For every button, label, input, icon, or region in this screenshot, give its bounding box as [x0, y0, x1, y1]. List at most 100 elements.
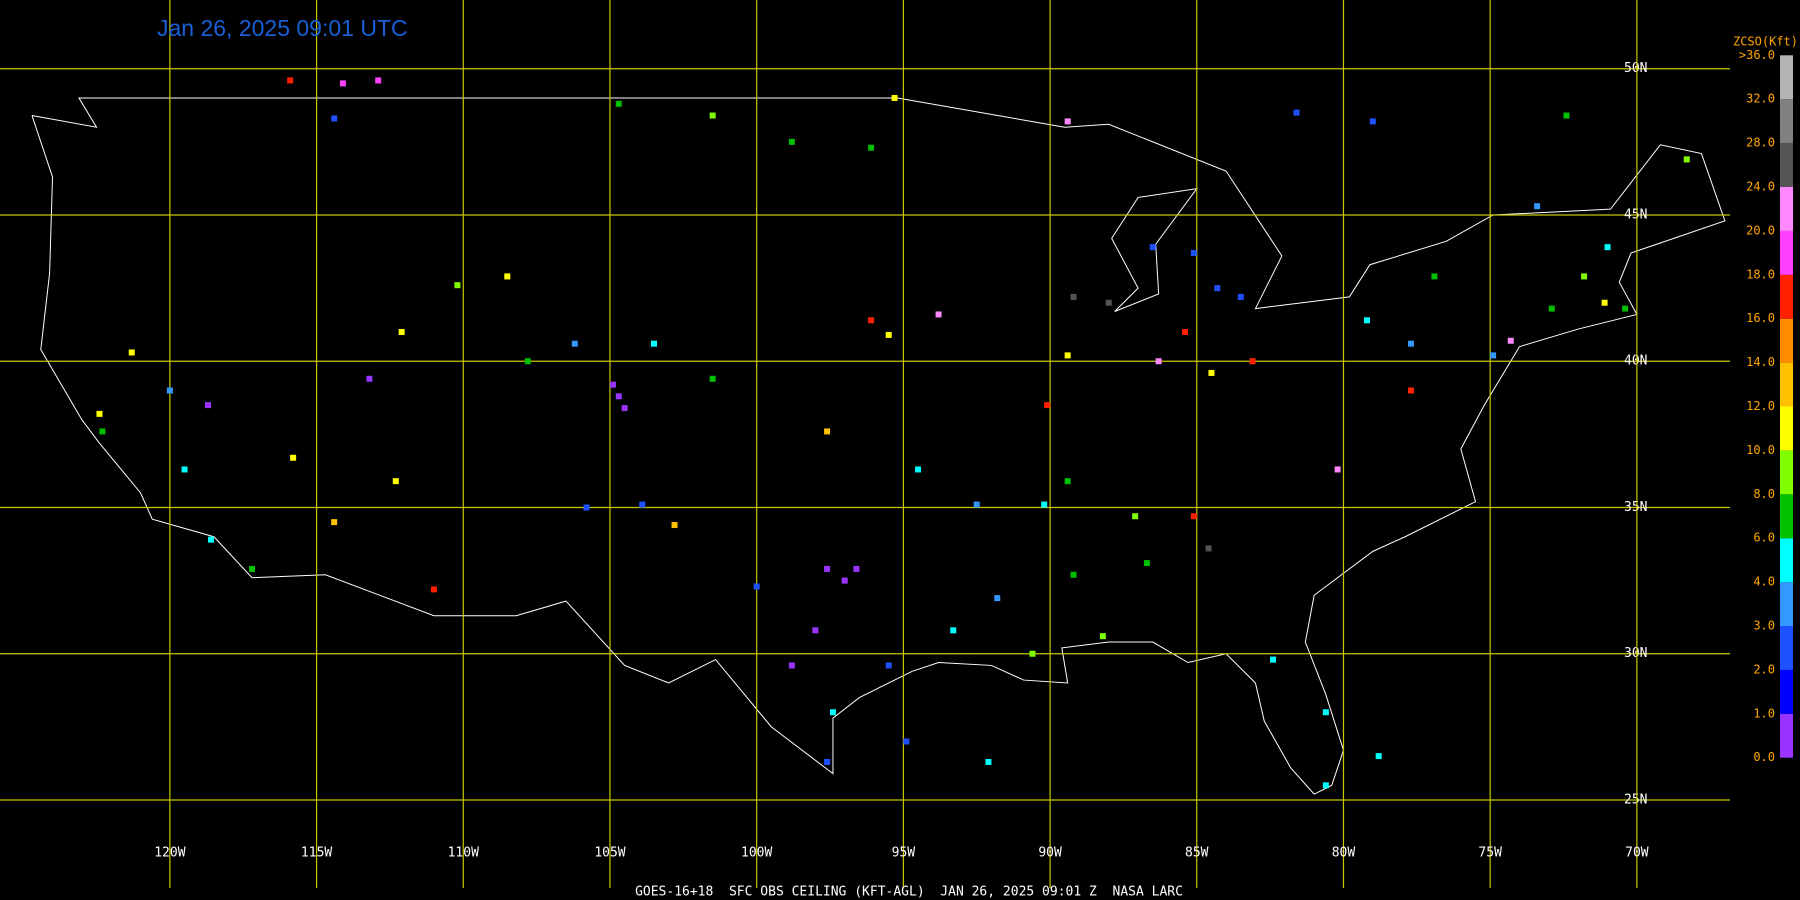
station-obs: [1064, 478, 1071, 485]
station-obs: [1604, 244, 1611, 251]
legend-label: 16.0: [1746, 311, 1775, 325]
legend-label: 24.0: [1746, 180, 1775, 194]
station-obs: [1105, 299, 1112, 306]
station-obs: [1205, 545, 1212, 552]
station-obs: [1214, 285, 1221, 292]
station-obs: [903, 738, 910, 745]
legend-label: 1.0: [1753, 706, 1775, 720]
station-obs: [1683, 156, 1690, 163]
legend-label: 3.0: [1753, 619, 1775, 633]
legend-swatch: [1780, 626, 1793, 670]
station-obs: [1099, 633, 1106, 640]
station-obs: [1182, 328, 1189, 335]
station-obs: [1322, 782, 1329, 789]
station-obs: [181, 466, 188, 473]
station-obs: [1322, 709, 1329, 716]
station-obs: [1208, 369, 1215, 376]
station-obs: [1507, 337, 1514, 344]
station-obs: [615, 393, 622, 400]
station-obs: [841, 577, 848, 584]
station-obs: [1143, 560, 1150, 567]
station-obs: [205, 402, 212, 409]
station-obs: [1431, 273, 1438, 280]
station-obs: [824, 428, 831, 435]
latitude-label: 25N: [1624, 792, 1647, 807]
legend-label: 8.0: [1753, 487, 1775, 501]
station-obs: [504, 273, 511, 280]
longitude-label: 90W: [1038, 846, 1062, 861]
station-obs: [1293, 109, 1300, 116]
legend-label: 28.0: [1746, 136, 1775, 150]
station-obs: [1334, 466, 1341, 473]
footer-caption: GOES-16+18 SFC OBS CEILING (KFT-AGL) JAN…: [635, 885, 1183, 900]
legend-label: 20.0: [1746, 223, 1775, 237]
legend-label: 32.0: [1746, 92, 1775, 106]
station-obs: [609, 381, 616, 388]
legend: ZCSO(Kft) 0.0 1.0 2.0 3.0 4.0 6.0 8.0 10.0 12.0 14…: [1733, 35, 1798, 765]
station-obs: [1070, 293, 1077, 300]
station-obs: [1070, 571, 1077, 578]
station-obs: [1132, 513, 1139, 520]
station-obs: [788, 662, 795, 669]
station-obs: [207, 536, 214, 543]
station-obs: [454, 282, 461, 289]
graticule: 50N 45N 40N 35N 30N 25N 120W 115W 110W 105W 100W 95…: [0, 0, 1730, 888]
station-obs: [709, 112, 716, 119]
station-obs: [1237, 293, 1244, 300]
longitude-label: 95W: [892, 846, 916, 861]
longitude-label: 85W: [1185, 846, 1209, 861]
station-obs: [331, 115, 338, 122]
map-title: Jan 26, 2025 09:01 UTC: [157, 15, 408, 41]
longitude-label: 115W: [301, 846, 332, 861]
station-obs: [1190, 250, 1197, 257]
legend-swatch: [1780, 143, 1793, 187]
station-obs: [1363, 317, 1370, 324]
station-obs: [994, 595, 1001, 602]
station-obs: [96, 410, 103, 417]
station-obs: [671, 522, 678, 529]
longitude-label: 70W: [1625, 846, 1649, 861]
legend-swatch: [1780, 538, 1793, 583]
station-obs: [824, 565, 831, 572]
station-obs: [1369, 118, 1376, 125]
station-obs: [128, 349, 135, 356]
station-obs: [1041, 501, 1048, 508]
station-obs: [392, 478, 399, 485]
station-obs: [1622, 305, 1629, 312]
station-obs: [366, 375, 373, 382]
legend-swatch: [1780, 274, 1793, 319]
legend-label: 12.0: [1746, 399, 1775, 413]
longitude-label: 105W: [594, 846, 625, 861]
station-obs: [524, 358, 531, 365]
station-obs: [331, 519, 338, 526]
station-obs: [1563, 112, 1570, 119]
legend-swatch: [1780, 494, 1793, 539]
station-obs: [1149, 244, 1156, 251]
station-obs: [1490, 352, 1497, 359]
station-obs: [753, 583, 760, 590]
station-obs: [639, 501, 646, 508]
station-obs: [166, 387, 173, 394]
legend-swatch: [1780, 582, 1793, 626]
station-obs: [824, 758, 831, 765]
station-obs: [287, 77, 294, 84]
station-obs: [935, 311, 942, 318]
station-obs: [1064, 118, 1071, 125]
legend-label: 4.0: [1753, 575, 1775, 589]
legend-swatch: [1780, 362, 1793, 407]
legend-title: ZCSO(Kft): [1733, 35, 1798, 49]
station-obs: [973, 501, 980, 508]
station-obs: [985, 758, 992, 765]
latitude-label: 35N: [1624, 500, 1647, 515]
stations: [96, 77, 1690, 789]
legend-swatch: [1780, 318, 1793, 363]
station-obs: [1190, 513, 1197, 520]
station-obs: [829, 709, 836, 716]
station-obs: [950, 627, 957, 634]
legend-swatch: [1780, 713, 1793, 758]
station-obs: [1044, 402, 1051, 409]
coastlines: [31, 97, 1726, 795]
legend-swatch: [1780, 230, 1793, 275]
station-obs: [885, 662, 892, 669]
